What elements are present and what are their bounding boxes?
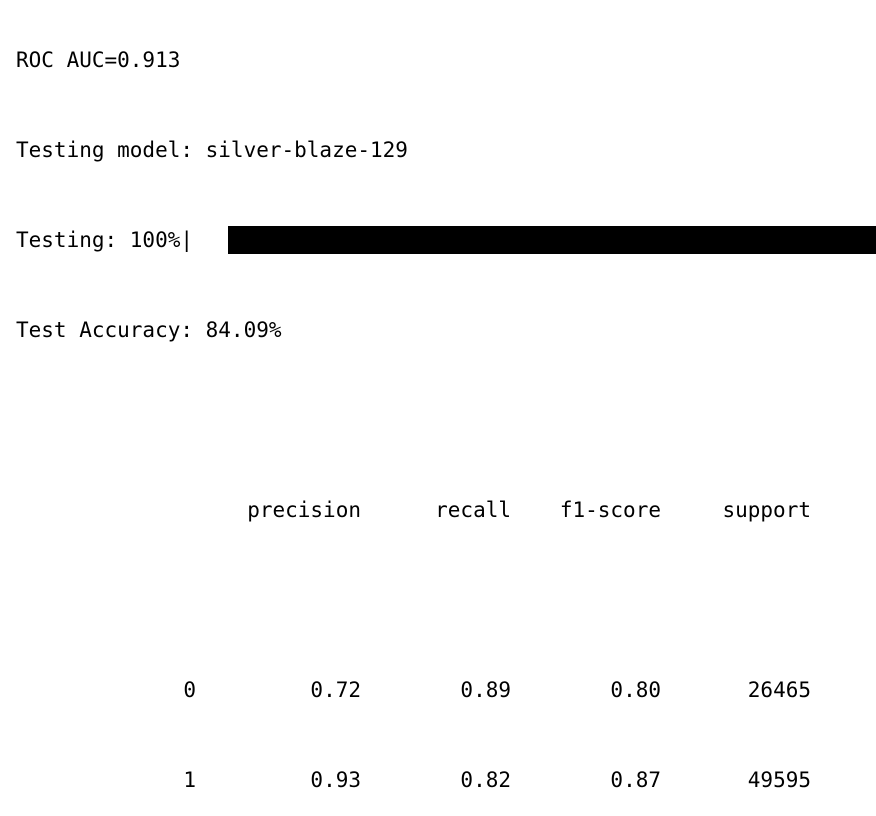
test-accuracy-line: Test Accuracy: 84.09% [16, 318, 282, 342]
header-cell-recall: recall [435, 498, 511, 522]
progress-separator: | [180, 228, 194, 252]
header-cell-support: support [722, 498, 811, 522]
report-row-blank [16, 585, 408, 615]
header-cell-f1-score: f1-score [559, 498, 661, 522]
report-row-label: 1 [183, 768, 196, 792]
progress-bar-fill [228, 226, 876, 254]
report-header-row: precision recall f1-score support [16, 495, 811, 525]
report-row-label: 0 [183, 678, 196, 702]
recall-value: 0.89 [460, 678, 511, 702]
support-value: 49595 [747, 768, 811, 792]
progress-bar [228, 226, 876, 254]
progress-line: Testing: 100%| [16, 225, 876, 255]
support-value: 26465 [747, 678, 811, 702]
precision-value: 0.72 [310, 678, 361, 702]
progress-label: Testing: 100% [16, 228, 181, 252]
classification-report: precision recall f1-score support 0 0.72… [16, 435, 811, 816]
f1-score-value: 0.87 [610, 768, 661, 792]
report-row-class-0: 0 0.72 0.89 0.80 26465 [16, 675, 811, 705]
f1-score-value: 0.80 [610, 678, 661, 702]
recall-value: 0.82 [460, 768, 511, 792]
precision-value: 0.93 [310, 768, 361, 792]
header-cell-precision: precision [247, 498, 361, 522]
report-row-class-1: 1 0.93 0.82 0.87 49595 [16, 765, 811, 795]
terminal-output: ROC AUC=0.913 Testing model: silver-blaz… [16, 0, 876, 816]
testing-model-line: Testing model: silver-blaze-129 [16, 138, 408, 162]
prev-roc-auc-line: ROC AUC=0.913 [16, 48, 181, 72]
